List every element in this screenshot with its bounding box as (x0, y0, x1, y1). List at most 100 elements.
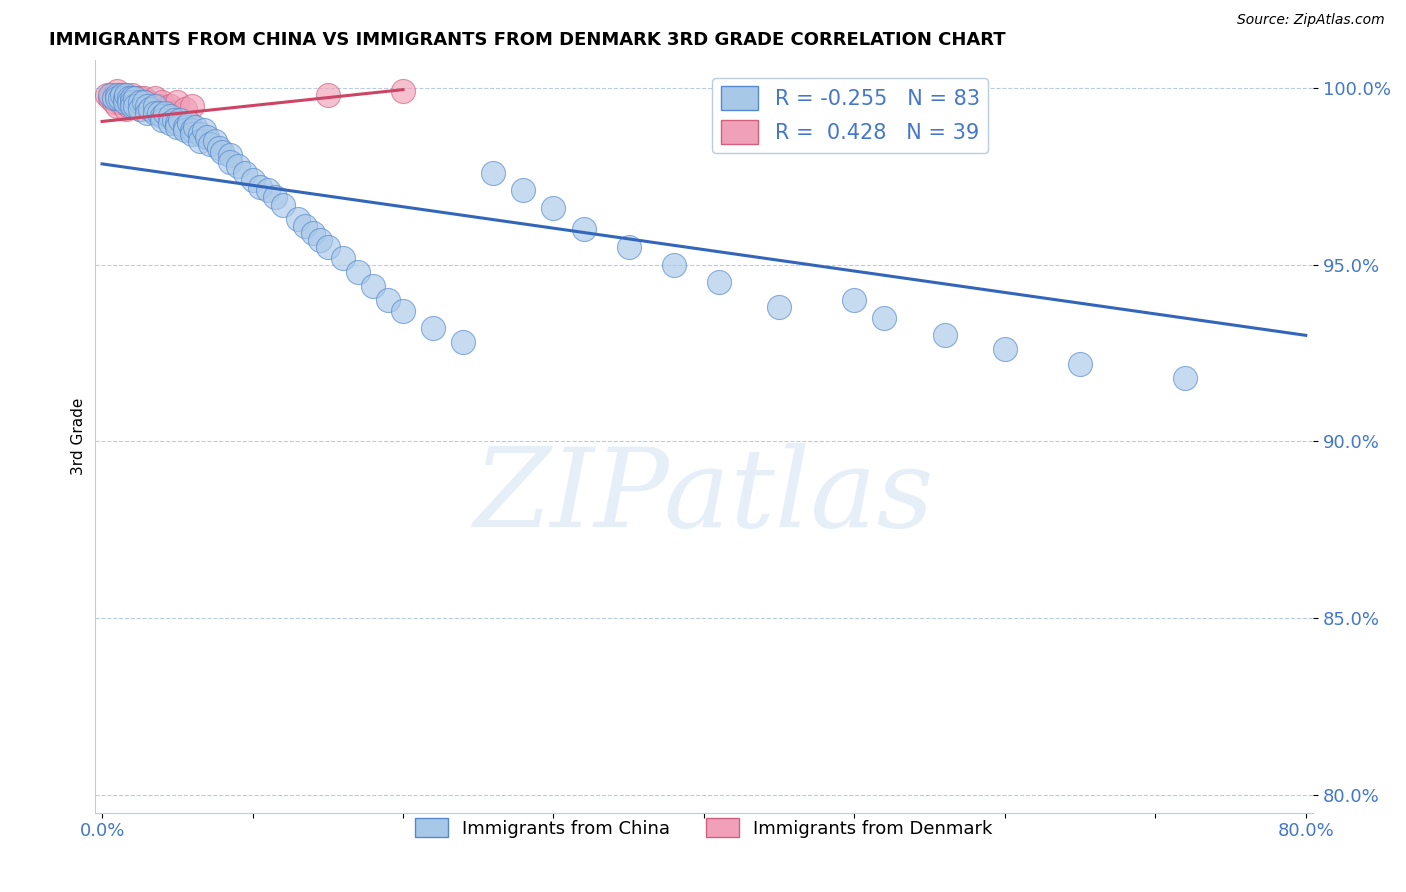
Point (184, 120, 207, 134)
Point (136, 95, 159, 109)
Point (173, 120, 195, 134)
Point (118, 98, 141, 112)
Point (204, 134, 226, 148)
Point (197, 130, 219, 145)
Point (128, 95, 150, 109)
Point (316, 87, 339, 102)
Point (200, 137, 222, 152)
Point (572, 222, 595, 236)
Point (166, 116, 188, 130)
Point (163, 105, 186, 120)
Point (115, 102, 138, 116)
Point (114, 87, 136, 102)
Point (543, 201, 565, 215)
Point (159, 98, 181, 112)
Point (121, 95, 143, 109)
Point (181, 123, 204, 137)
Point (188, 127, 211, 141)
Text: Source: ZipAtlas.com: Source: ZipAtlas.com (1237, 13, 1385, 28)
Point (108, 91, 131, 105)
Point (118, 91, 141, 105)
Point (844, 293, 866, 307)
Point (118, 91, 141, 105)
Point (193, 123, 215, 137)
Point (256, 183, 278, 197)
Point (136, 98, 159, 112)
Point (249, 179, 271, 194)
Point (347, 265, 370, 279)
Point (134, 91, 156, 105)
Point (155, 102, 177, 116)
Point (118, 95, 141, 109)
Point (219, 155, 242, 169)
Point (105, 87, 128, 102)
Point (103, 91, 125, 105)
Point (873, 310, 896, 325)
Point (128, 102, 150, 116)
Point (105, 91, 128, 105)
Point (150, 109, 173, 123)
Point (662, 258, 685, 272)
Point (707, 275, 730, 289)
Point (105, 98, 128, 112)
Point (150, 95, 173, 109)
Point (163, 112, 186, 127)
Point (121, 87, 143, 102)
Point (309, 233, 332, 247)
Point (188, 134, 211, 148)
Point (768, 300, 790, 314)
Point (512, 183, 534, 197)
Point (124, 98, 146, 112)
Point (121, 98, 143, 112)
Point (377, 293, 399, 307)
Point (98, 91, 121, 105)
Point (115, 87, 138, 102)
Point (173, 123, 195, 137)
Point (124, 91, 146, 105)
Point (934, 328, 956, 343)
Point (482, 166, 505, 180)
Point (159, 109, 181, 123)
Legend: Immigrants from China, Immigrants from Denmark: Immigrants from China, Immigrants from D… (408, 811, 1000, 845)
Point (114, 95, 136, 109)
Point (129, 95, 152, 109)
Point (136, 105, 159, 120)
Point (166, 95, 188, 109)
Point (166, 120, 188, 134)
Point (124, 98, 146, 112)
Point (108, 95, 131, 109)
Point (96, 87, 118, 102)
Point (219, 148, 242, 162)
Point (103, 95, 125, 109)
Point (121, 95, 143, 109)
Point (148, 105, 170, 120)
Text: ZIPatlas: ZIPatlas (474, 442, 934, 550)
Point (139, 102, 162, 116)
Point (143, 91, 166, 105)
Point (316, 240, 339, 254)
Point (169, 112, 191, 127)
Point (294, 219, 316, 233)
Point (134, 98, 156, 112)
Point (100, 87, 122, 102)
Point (108, 87, 131, 102)
Point (112, 91, 135, 105)
Point (422, 321, 444, 335)
Point (143, 98, 166, 112)
Point (392, 303, 415, 318)
Point (128, 102, 150, 116)
Point (181, 127, 204, 141)
Point (242, 173, 264, 187)
Text: IMMIGRANTS FROM CHINA VS IMMIGRANTS FROM DENMARK 3RD GRADE CORRELATION CHART: IMMIGRANTS FROM CHINA VS IMMIGRANTS FROM… (49, 31, 1005, 49)
Point (150, 112, 173, 127)
Point (617, 240, 640, 254)
Point (98, 87, 121, 102)
Point (128, 91, 150, 105)
Point (173, 102, 195, 116)
Point (159, 116, 181, 130)
Point (124, 91, 146, 105)
Point (139, 102, 162, 116)
Point (121, 91, 143, 105)
Point (181, 98, 204, 112)
Point (103, 87, 125, 102)
